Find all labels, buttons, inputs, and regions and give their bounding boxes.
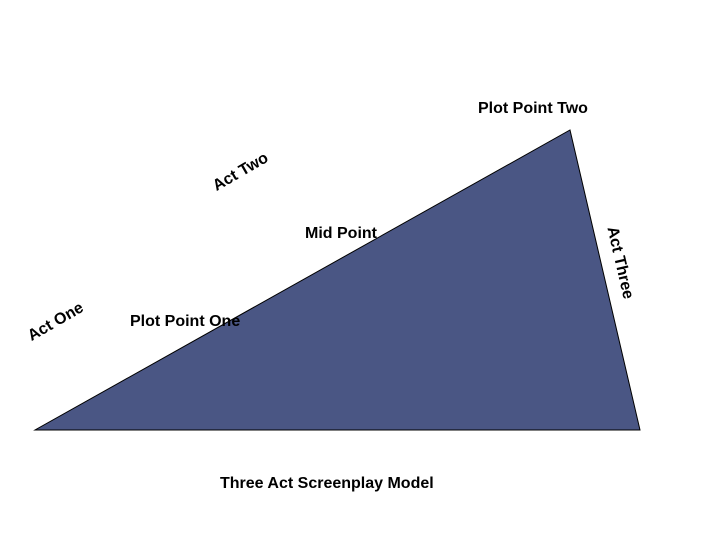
label-plot-point-two: Plot Point Two <box>478 100 588 118</box>
label-plot-point-one: Plot Point One <box>130 313 240 331</box>
label-title: Three Act Screenplay Model <box>220 475 434 493</box>
triangle-polygon <box>35 130 640 430</box>
label-mid-point: Mid Point <box>305 225 377 243</box>
diagram-stage: Plot Point Two Act Two Mid Point Act Thr… <box>0 0 720 540</box>
